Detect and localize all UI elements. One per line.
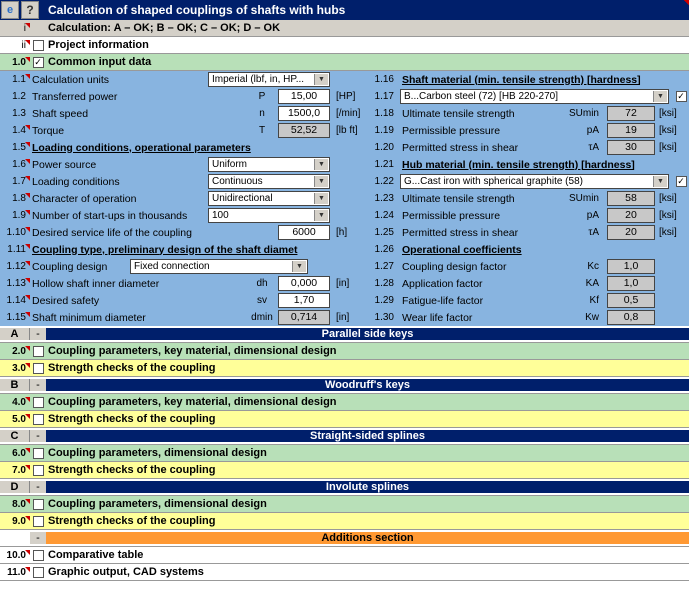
kw-value: 0,8	[607, 310, 655, 325]
checkbox-section[interactable]	[33, 414, 44, 425]
section-A-header: A - Parallel side keys	[0, 326, 689, 343]
kc-value: 1,0	[607, 259, 655, 274]
input-data-table: 1.1 Calculation units Imperial (lbf, in,…	[0, 71, 689, 326]
char-op-dropdown[interactable]: Unidirectional	[208, 191, 330, 206]
power-input[interactable]: 15,00	[278, 89, 330, 104]
title-bar: e ? Calculation of shaped couplings of s…	[0, 0, 689, 20]
hub-material-dropdown[interactable]: G...Cast iron with spherical graphite (5…	[400, 174, 669, 189]
dmin-value: 0,714	[278, 310, 330, 325]
row-project-info: ii Project information	[0, 37, 689, 54]
checkbox-section[interactable]	[33, 499, 44, 510]
section-row: 3.0 Strength checks of the coupling	[0, 360, 689, 377]
window-title: Calculation of shaped couplings of shaft…	[40, 3, 345, 17]
ka-value: 1,0	[607, 276, 655, 291]
checkbox-section[interactable]	[33, 448, 44, 459]
units-dropdown[interactable]: Imperial (lbf, in, HP...	[208, 72, 330, 87]
help-icon[interactable]: ?	[21, 1, 39, 19]
hub-tau-value: 20	[607, 225, 655, 240]
checkbox-hub-material[interactable]: ✓	[676, 176, 687, 187]
torque-value: 52,52	[278, 123, 330, 138]
project-info-label: Project information	[46, 39, 149, 51]
hub-su-value: 58	[607, 191, 655, 206]
section-1-header: 1.0 ✓ Common input data	[0, 54, 689, 71]
checkbox-section[interactable]	[33, 465, 44, 476]
speed-input[interactable]: 1500,0	[278, 106, 330, 121]
checkbox-common-input[interactable]: ✓	[33, 57, 44, 68]
power-source-dropdown[interactable]: Uniform	[208, 157, 330, 172]
checkbox-section[interactable]	[33, 397, 44, 408]
ie-icon[interactable]: e	[1, 1, 19, 19]
shaft-tau-value: 30	[607, 140, 655, 155]
startups-dropdown[interactable]: 100	[208, 208, 330, 223]
checkbox-section[interactable]	[33, 567, 44, 578]
section-D-header: D - Involute splines	[0, 479, 689, 496]
section-row: 9.0 Strength checks of the coupling	[0, 513, 689, 530]
checkbox-section[interactable]	[33, 363, 44, 374]
section-row: 6.0 Coupling parameters, dimensional des…	[0, 445, 689, 462]
safety-input[interactable]: 1,70	[278, 293, 330, 308]
common-input-label: Common input data	[46, 56, 151, 68]
section-B-header: B - Woodruff's keys	[0, 377, 689, 394]
loading-cond-dropdown[interactable]: Continuous	[208, 174, 330, 189]
row-num-1-0: 1.0	[0, 57, 30, 68]
checkbox-shaft-material[interactable]: ✓	[676, 91, 687, 102]
section-additions-header: - Additions section	[0, 530, 689, 547]
hub-pa-value: 20	[607, 208, 655, 223]
shaft-pa-value: 19	[607, 123, 655, 138]
section-row: 4.0 Coupling parameters, key material, d…	[0, 394, 689, 411]
row-num-i: i	[0, 23, 30, 34]
checkbox-section[interactable]	[33, 550, 44, 561]
coupling-design-dropdown[interactable]: Fixed connection	[130, 259, 308, 274]
checkbox-project-info[interactable]	[33, 40, 44, 51]
section-row: 7.0 Strength checks of the coupling	[0, 462, 689, 479]
calc-status-label: Calculation: A – OK; B – OK; C – OK; D –…	[46, 22, 280, 34]
row-num-ii: ii	[0, 40, 30, 51]
checkbox-section[interactable]	[33, 516, 44, 527]
section-row: 10.0 Comparative table	[0, 547, 689, 564]
shaft-material-dropdown[interactable]: B...Carbon steel (72) [HB 220-270]	[400, 89, 669, 104]
section-row: 2.0 Coupling parameters, key material, d…	[0, 343, 689, 360]
shaft-su-value: 72	[607, 106, 655, 121]
section-C-header: C - Straight-sided splines	[0, 428, 689, 445]
row-calculation-status: i Calculation: A – OK; B – OK; C – OK; D…	[0, 20, 689, 37]
kf-value: 0,5	[607, 293, 655, 308]
section-row: 5.0 Strength checks of the coupling	[0, 411, 689, 428]
checkbox-section[interactable]	[33, 346, 44, 357]
hollow-diameter-input[interactable]: 0,000	[278, 276, 330, 291]
section-row: 8.0 Coupling parameters, dimensional des…	[0, 496, 689, 513]
service-life-input[interactable]: 6000	[278, 225, 330, 240]
section-row: 11.0 Graphic output, CAD systems	[0, 564, 689, 581]
